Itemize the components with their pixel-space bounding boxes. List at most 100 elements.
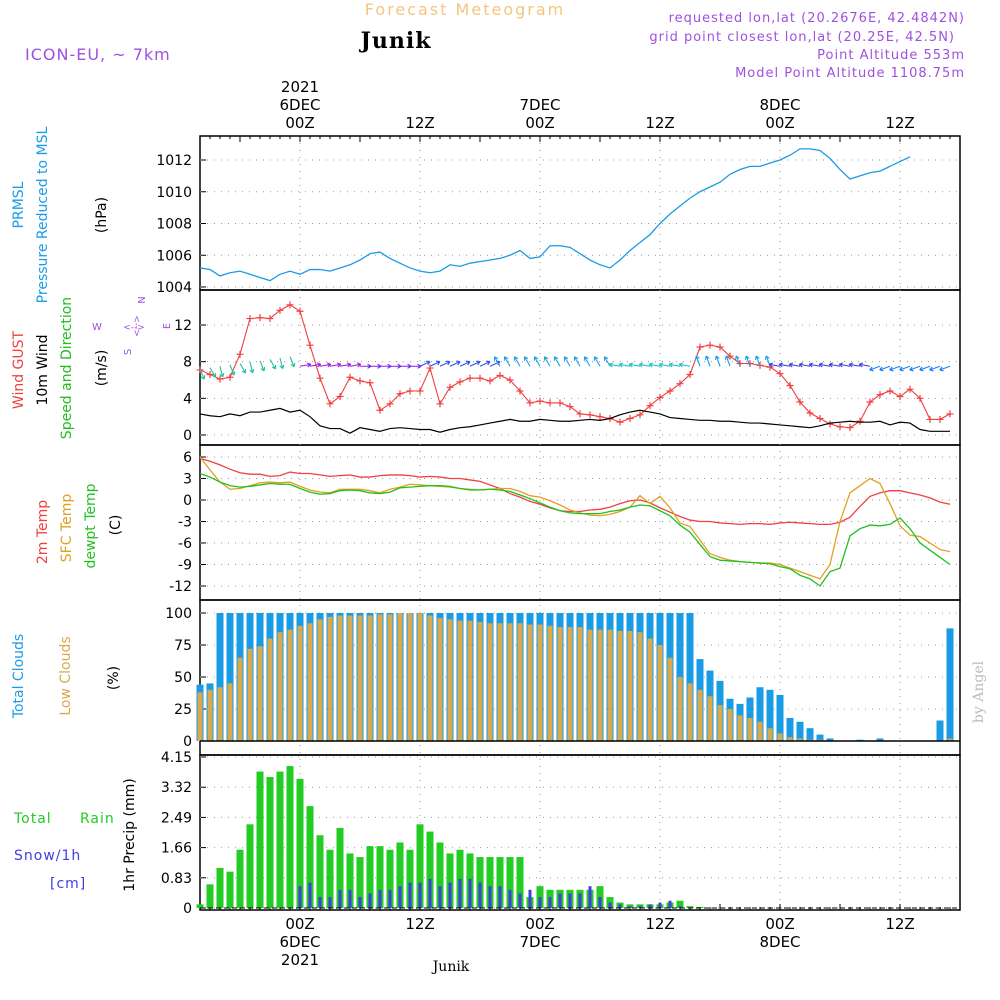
wind-direction-arrow xyxy=(939,365,951,372)
top-time-label: 00Z xyxy=(765,114,794,132)
snow-bar xyxy=(618,904,622,908)
gust-marker xyxy=(356,377,364,385)
wind-direction-arrow xyxy=(818,362,831,368)
wind-direction-arrow xyxy=(648,362,661,368)
gust-marker xyxy=(326,400,334,408)
wind-direction-arrow xyxy=(678,362,691,368)
pressure-line xyxy=(199,148,911,282)
wind-direction-arrow xyxy=(828,362,841,368)
gust-marker xyxy=(386,400,394,408)
low-cloud-bar xyxy=(617,630,623,741)
gust-marker xyxy=(916,394,924,402)
top-time-label: 6DEC xyxy=(279,96,320,114)
snow-bar xyxy=(408,882,412,908)
top-time-label: 8DEC xyxy=(759,96,800,114)
top-time-label: 7DEC xyxy=(519,96,560,114)
precip-labels: Total Rain Snow/1h [cm] 1hr Precip (mm) xyxy=(13,778,138,892)
gust-marker xyxy=(666,387,674,395)
temp-label-dewpt: dewpt Temp xyxy=(83,483,99,568)
watermark: by Angel xyxy=(971,660,987,723)
snow-bar xyxy=(578,893,582,908)
bottom-time-label: 00Z xyxy=(285,915,314,933)
wind-label-dir: Speed and Direction xyxy=(59,297,75,439)
wind-direction-arrow xyxy=(533,356,541,367)
rain-bar xyxy=(226,871,234,908)
wind-direction-arrow xyxy=(400,363,412,369)
wind-direction-arrow xyxy=(608,362,621,368)
snow-bar xyxy=(538,897,542,908)
low-cloud-bar xyxy=(417,613,423,741)
dewpt-line xyxy=(199,472,951,587)
wind-direction-arrow xyxy=(798,362,811,368)
rain-bar xyxy=(686,906,694,908)
location-title: Junik xyxy=(359,28,432,54)
gust-marker xyxy=(706,341,714,349)
wind-direction-arrow xyxy=(628,362,641,368)
gust-marker xyxy=(206,371,214,378)
wind-direction-arrow xyxy=(429,360,441,367)
temp-label-sfc: SFC Temp xyxy=(59,494,75,563)
compass-icon: N S W E <--> <--> xyxy=(92,296,173,355)
gust-marker xyxy=(716,343,724,351)
wind-direction-arrow xyxy=(209,367,217,378)
wind-direction-arrow xyxy=(848,362,861,368)
temp-unit: (C) xyxy=(108,515,124,536)
rain-bar xyxy=(316,835,324,908)
snow-bar xyxy=(658,902,662,908)
wind-direction-arrow xyxy=(714,355,721,367)
low-cloud-bar xyxy=(407,613,413,741)
low-cloud-bar xyxy=(487,623,493,741)
precip-label-rain: Rain xyxy=(80,811,115,827)
snow-bar xyxy=(378,889,382,908)
gust-marker xyxy=(246,315,254,323)
low-cloud-bar xyxy=(467,620,473,741)
bottom-time-label: 12Z xyxy=(885,915,914,933)
low-cloud-bar xyxy=(587,629,593,741)
gust-marker xyxy=(846,424,854,432)
wind-direction-arrow xyxy=(239,363,247,374)
top-time-label: 00Z xyxy=(285,114,314,132)
snow-bar xyxy=(568,893,572,908)
snow-bar xyxy=(528,889,532,908)
gust-marker xyxy=(936,415,944,423)
wind-direction-arrow xyxy=(410,363,422,369)
temp-tick-label: -6 xyxy=(178,536,192,552)
wind-direction-arrow xyxy=(370,363,382,369)
wind-label-gust: Wind GUST xyxy=(11,330,27,409)
panel-frame-precip xyxy=(199,754,961,911)
wind-direction-arrow xyxy=(929,365,941,372)
total-cloud-bar xyxy=(806,728,814,741)
wind-direction-arrow xyxy=(744,355,751,367)
wind-direction-arrow xyxy=(219,366,225,378)
snow-bar xyxy=(298,886,302,908)
gust-marker xyxy=(566,403,574,411)
rain-bar xyxy=(486,857,494,908)
panel-frame-temp xyxy=(199,444,961,601)
gust-marker xyxy=(346,373,354,381)
wind-direction-arrow xyxy=(259,360,266,372)
low-cloud-bar xyxy=(217,687,223,741)
snow-bar xyxy=(438,886,442,908)
wind-direction-arrow xyxy=(299,362,312,368)
low-cloud-bar xyxy=(327,616,333,741)
gust-marker xyxy=(366,379,374,387)
model-label: ICON-EU, ~ 7km xyxy=(25,45,171,64)
gust-marker xyxy=(456,378,464,386)
precip-tick-label: 0 xyxy=(183,901,192,917)
gust-marker xyxy=(796,398,804,406)
gust-marker xyxy=(306,341,314,349)
low-cloud-bar xyxy=(797,738,803,741)
wind-direction-arrow xyxy=(573,356,581,367)
wind-direction-arrow xyxy=(199,368,206,380)
low-cloud-bar xyxy=(297,625,303,741)
gust-marker xyxy=(816,415,824,422)
cloud-unit: (%) xyxy=(106,666,122,690)
gust-marker xyxy=(866,398,874,406)
gust-marker xyxy=(316,374,324,382)
low-cloud-bar xyxy=(637,632,643,741)
snow-bar xyxy=(488,886,492,908)
wind-direction-arrow xyxy=(734,355,741,367)
wind-direction-arrow xyxy=(553,356,561,367)
temp-tick-label: -9 xyxy=(178,558,192,574)
wind-direction-arrow xyxy=(269,359,277,370)
